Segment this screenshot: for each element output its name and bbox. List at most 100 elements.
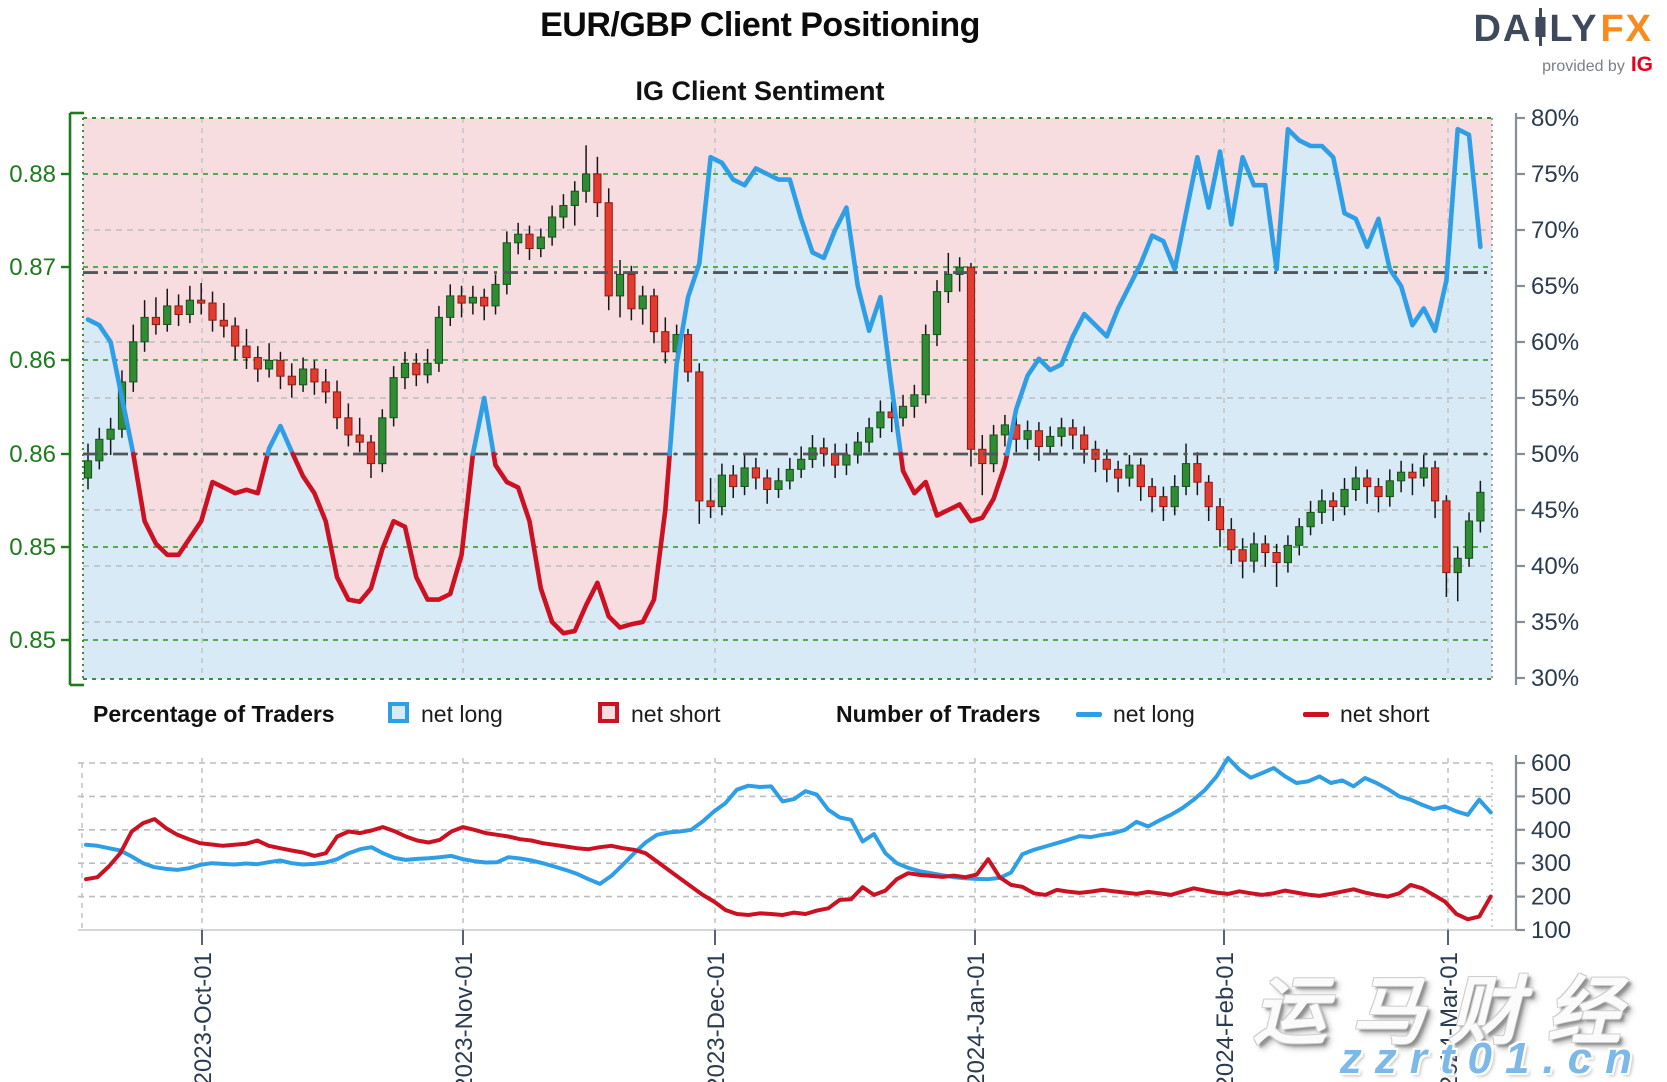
candle-down bbox=[1431, 467, 1440, 502]
candle-down bbox=[355, 434, 364, 443]
candle-down bbox=[819, 447, 828, 455]
logo-text-da: DA bbox=[1473, 8, 1533, 50]
candle-down bbox=[174, 305, 183, 315]
chart-subtitle: IG Client Sentiment bbox=[635, 76, 885, 106]
candle-down bbox=[480, 296, 489, 307]
candle-up bbox=[548, 216, 557, 238]
candle-down bbox=[1136, 464, 1145, 488]
percent-axis-label: 55% bbox=[1531, 385, 1579, 412]
candle-down bbox=[1442, 500, 1451, 574]
candle-down bbox=[763, 477, 772, 490]
candle-up bbox=[570, 190, 579, 206]
candle-up bbox=[1385, 480, 1394, 498]
candle-up bbox=[1170, 486, 1179, 508]
candle-up bbox=[932, 291, 942, 336]
ig-logo: IG bbox=[1630, 53, 1653, 76]
net-long-square-swatch bbox=[388, 702, 409, 723]
candle-down bbox=[151, 316, 161, 326]
candle-down bbox=[1114, 468, 1123, 479]
x-axis-month-label: 2024-Jan-01 bbox=[963, 952, 990, 1082]
net-short-line-swatch bbox=[1303, 712, 1329, 717]
candle-up bbox=[1000, 424, 1009, 436]
logo-text-fx: FX bbox=[1600, 8, 1653, 50]
candle-down bbox=[1102, 458, 1111, 470]
percent-axis-label: 45% bbox=[1531, 497, 1579, 524]
candle-up bbox=[491, 283, 500, 307]
candle-up bbox=[514, 233, 523, 244]
candle-down bbox=[366, 441, 376, 465]
candle-down bbox=[344, 417, 353, 436]
candle-down bbox=[332, 391, 342, 419]
candle-down bbox=[525, 233, 534, 249]
net-long-line-swatch bbox=[1076, 712, 1102, 717]
candle-up bbox=[446, 295, 455, 318]
price-axis-label: 0.86 bbox=[9, 347, 56, 374]
traders-line-net-long bbox=[84, 756, 1493, 886]
candle-up bbox=[536, 236, 545, 250]
traders-axis-label: 500 bbox=[1531, 783, 1571, 810]
candlestick-series bbox=[83, 145, 1485, 602]
candle-up bbox=[163, 305, 172, 325]
watermark-brand: 运马财经 bbox=[1253, 970, 1645, 1053]
x-axis-month-label: 2023-Dec-01 bbox=[703, 952, 730, 1082]
candle-up bbox=[1181, 463, 1191, 488]
candle-up bbox=[615, 273, 625, 297]
candle-up bbox=[638, 295, 647, 310]
sentiment-line-net-short bbox=[290, 451, 476, 605]
candle-down bbox=[231, 325, 240, 347]
x-axis-month-label: 2023-Nov-01 bbox=[451, 952, 478, 1082]
candle-up bbox=[389, 377, 398, 419]
percent-axis-label: 35% bbox=[1531, 609, 1579, 636]
candle-down bbox=[1329, 500, 1338, 508]
candle-up bbox=[853, 441, 862, 456]
background-above-sentiment bbox=[83, 118, 1492, 634]
candle-up bbox=[1340, 488, 1349, 508]
candle-down bbox=[412, 362, 421, 376]
candle-up bbox=[898, 405, 908, 419]
candle-down bbox=[457, 295, 466, 304]
traders-line-net-short bbox=[84, 817, 1493, 922]
candle-down bbox=[649, 295, 659, 333]
candle-down bbox=[276, 359, 285, 377]
sentiment-line-net-short bbox=[491, 451, 673, 636]
candle-up bbox=[717, 474, 726, 508]
candle-down bbox=[253, 357, 262, 370]
candle-up bbox=[129, 341, 138, 383]
candle-up bbox=[876, 411, 885, 429]
candle-down bbox=[1261, 543, 1270, 554]
candle-up bbox=[774, 480, 783, 490]
watermark-site: zzrt01.cn bbox=[1339, 1034, 1645, 1082]
candle-up bbox=[989, 434, 998, 465]
candle-down bbox=[1215, 506, 1225, 531]
candle-up bbox=[1476, 491, 1485, 522]
candle-up bbox=[1295, 526, 1304, 546]
candle-down bbox=[1034, 430, 1044, 448]
candle-down bbox=[1272, 552, 1281, 563]
candle-up bbox=[1046, 435, 1055, 447]
candle-up bbox=[785, 468, 794, 482]
x-axis-month-label: 2023-Oct-01 bbox=[190, 952, 217, 1082]
candle-up bbox=[1317, 500, 1327, 513]
price-axis-label: 0.85 bbox=[9, 627, 56, 654]
candle-up bbox=[1453, 557, 1462, 574]
percent-axis-label: 50% bbox=[1531, 441, 1579, 468]
candle-up bbox=[468, 296, 477, 304]
candle-down bbox=[627, 273, 636, 310]
traders-axis-label: 200 bbox=[1531, 884, 1571, 911]
candle-down bbox=[242, 345, 251, 359]
candle-up bbox=[1125, 464, 1134, 479]
candle-up bbox=[1419, 467, 1428, 479]
candle-up bbox=[265, 359, 274, 370]
page-title: EUR/GBP Client Positioning bbox=[540, 6, 980, 44]
legend-heading-percentage: Percentage of Traders bbox=[93, 701, 335, 727]
dailyfx-logo: DA LY FX provided by IG bbox=[1473, 8, 1653, 77]
percent-axis-label: 70% bbox=[1531, 217, 1579, 244]
candle-down bbox=[1159, 496, 1168, 508]
candle-down bbox=[1148, 486, 1157, 498]
x-axis-month-label: 2024-Mar-01 bbox=[1436, 952, 1463, 1082]
candle-up bbox=[740, 467, 749, 487]
price-axis-label: 0.85 bbox=[9, 534, 56, 561]
sentiment-line-net-short bbox=[898, 451, 1010, 524]
candle-up bbox=[559, 205, 568, 218]
candle-down bbox=[287, 375, 296, 386]
